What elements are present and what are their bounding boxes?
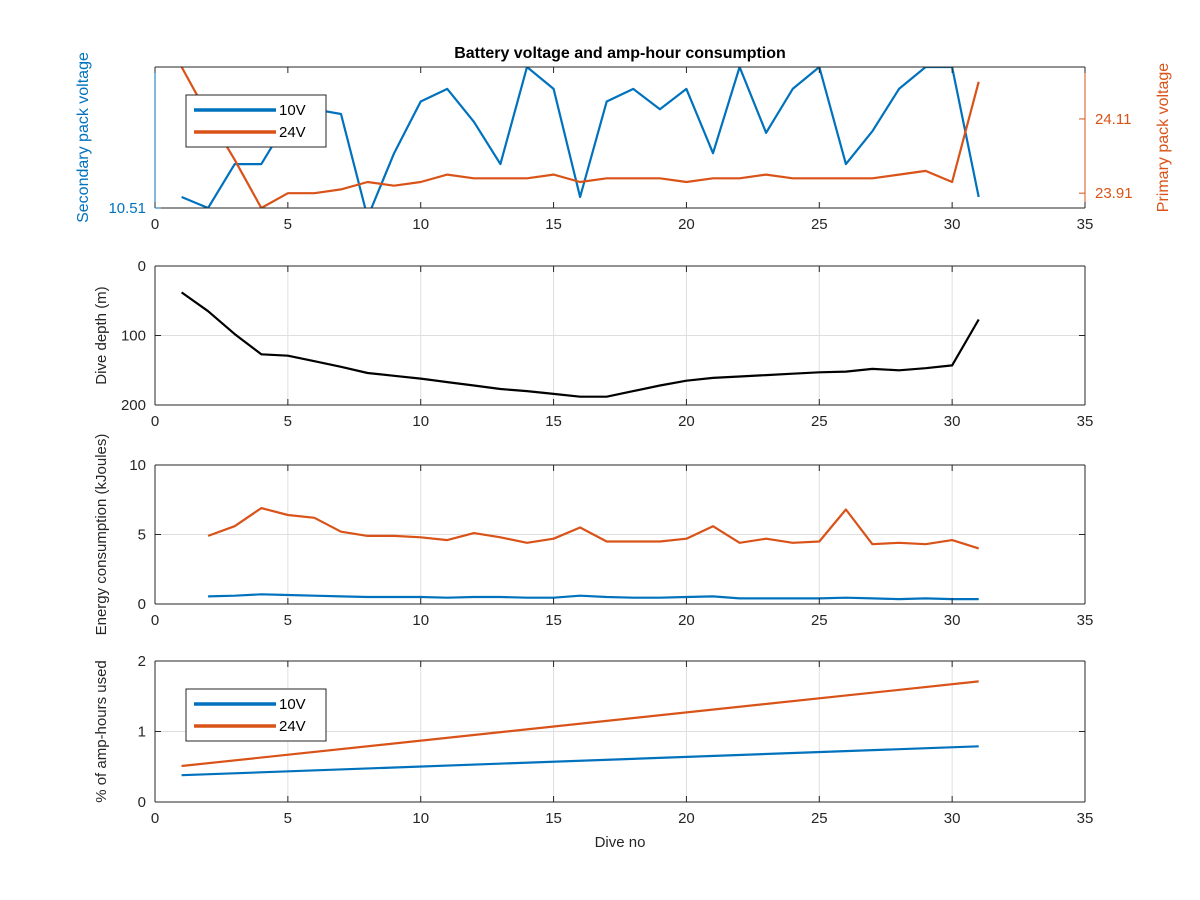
series-line-24v — [180, 67, 980, 208]
y-tick-label: 10.51 — [108, 200, 146, 217]
x-tick-label: 15 — [545, 216, 562, 233]
x-tick-label: 20 — [678, 413, 695, 430]
x-tick-label: 10 — [412, 413, 429, 430]
x-tick-label: 15 — [545, 810, 562, 827]
x-tick-label: 25 — [811, 413, 828, 430]
x-tick-label: 10 — [412, 612, 429, 629]
series-line-10v — [181, 745, 979, 777]
legend-label-24v: 24V — [279, 124, 306, 141]
x-tick-label: 10 — [412, 810, 429, 827]
x-tick-label: 20 — [678, 810, 695, 827]
x-tick-label: 35 — [1077, 216, 1094, 233]
x-tick-label: 5 — [284, 612, 292, 629]
subplot-4: 0 5 10 15 20 25 30 35 0 1 2 Dive no % of amp-hours u… — [93, 653, 1093, 851]
y-tick-label: 5 — [138, 527, 146, 544]
chart-title: Battery voltage and amp-hour consumption — [454, 45, 786, 62]
series-line-24v — [181, 680, 979, 768]
x-tick-label: 5 — [284, 216, 292, 233]
y-tick-label: 0 — [138, 596, 146, 613]
y-tick-label: 200 — [121, 397, 146, 414]
series-line-24v — [207, 507, 980, 550]
x-tick-label: 30 — [944, 612, 961, 629]
x-tick-label: 30 — [944, 413, 961, 430]
legend-label-10v: 10V — [279, 102, 306, 119]
y-tick-label: 0 — [138, 794, 146, 811]
legend-box — [185, 94, 327, 148]
x-tick-label: 10 — [412, 216, 429, 233]
subplot-1: 0 5 10 15 20 25 30 35 10.51 23.91 24.11 Battery vol… — [75, 45, 1172, 233]
x-tick-label: 0 — [151, 413, 159, 430]
x-tick-label: 0 — [151, 612, 159, 629]
x-tick-label: 15 — [545, 413, 562, 430]
y-axis-label: Energy consumption (kJoules) — [93, 434, 110, 636]
x-tick-label: 0 — [151, 810, 159, 827]
legend-label-24v: 24V — [279, 718, 306, 735]
x-tick-label: 5 — [284, 413, 292, 430]
x-tick-label: 35 — [1077, 612, 1094, 629]
series-line-depth — [180, 291, 980, 398]
y-axis-label: Secondary pack voltage — [75, 52, 92, 223]
x-tick-label: 35 — [1077, 810, 1094, 827]
y-axis-label-right: Primary pack voltage — [1155, 63, 1172, 212]
series-line-10v — [208, 593, 979, 601]
y-tick-label-right: 23.91 — [1095, 185, 1133, 202]
y-tick-label: 10 — [129, 457, 146, 474]
y-tick-label: 1 — [138, 724, 146, 741]
x-axis-label: Dive no — [595, 834, 646, 851]
x-tick-label: 30 — [944, 810, 961, 827]
legend-box — [185, 688, 327, 742]
x-tick-label: 20 — [678, 216, 695, 233]
x-tick-label: 35 — [1077, 413, 1094, 430]
subplot-2: 0 5 10 15 20 25 30 35 0 100 200 Dive depth (m) — [93, 258, 1093, 430]
x-tick-label: 25 — [811, 216, 828, 233]
x-tick-label: 20 — [678, 612, 695, 629]
x-tick-label: 5 — [284, 810, 292, 827]
y-tick-label: 100 — [121, 328, 146, 345]
x-tick-label: 0 — [151, 216, 159, 233]
legend-label-10v: 10V — [279, 696, 306, 713]
x-tick-label: 15 — [545, 612, 562, 629]
x-tick-label: 25 — [811, 612, 828, 629]
y-tick-label: 0 — [138, 258, 146, 275]
x-tick-label: 30 — [944, 216, 961, 233]
y-axis-label: Dive depth (m) — [93, 286, 110, 384]
y-axis-label: % of amp-hours used — [93, 660, 110, 803]
x-tick-label: 25 — [811, 810, 828, 827]
y-tick-label: 2 — [138, 653, 146, 670]
y-tick-label-right: 24.11 — [1095, 111, 1131, 128]
subplot-3: 0 5 10 15 20 25 30 35 0 5 10 Energy consumption (kJ… — [93, 434, 1093, 636]
